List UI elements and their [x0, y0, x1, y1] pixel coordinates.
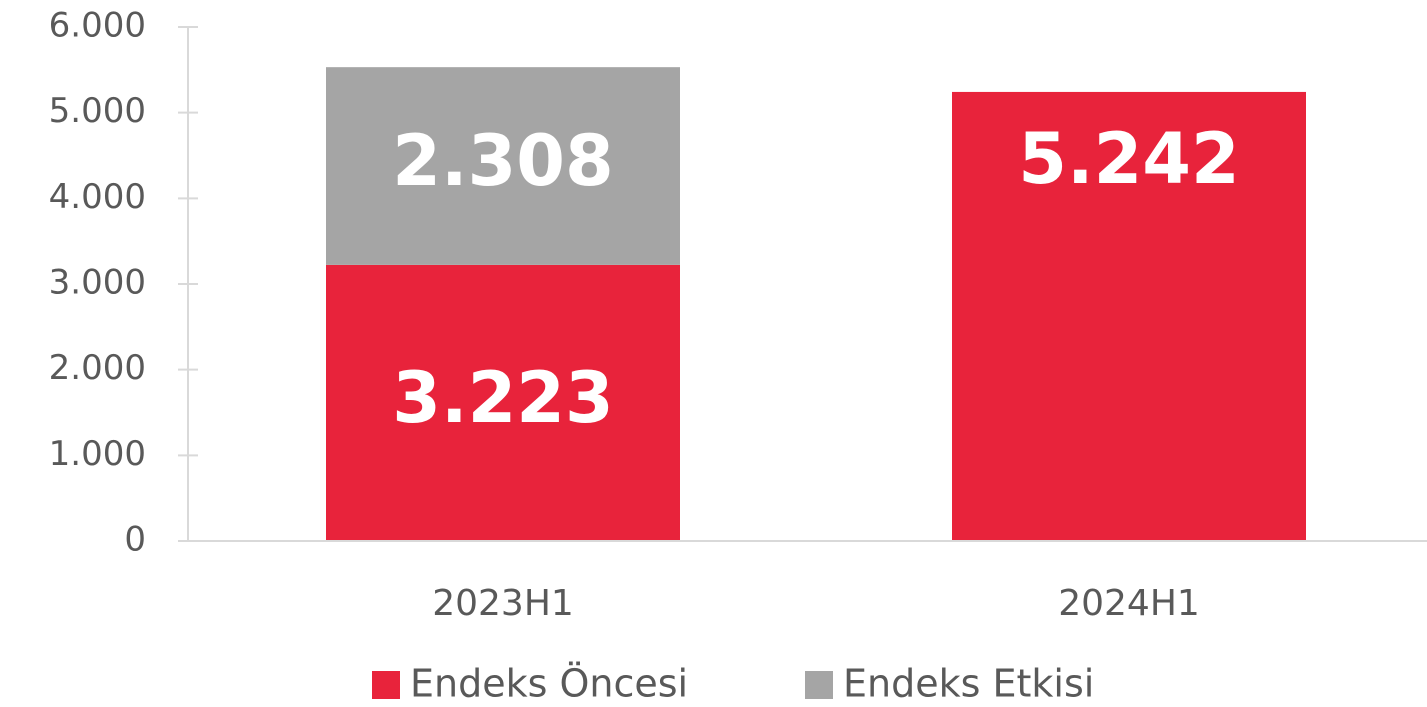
- y-tick-label: 3.000: [49, 263, 146, 303]
- data-label: 5.242: [1018, 118, 1239, 200]
- y-tick-label: 2.000: [49, 348, 146, 388]
- x-tick-label: 2024H1: [1058, 583, 1200, 624]
- legend-label: Endeks Etkisi: [843, 662, 1094, 706]
- y-tick-label: 1.000: [49, 434, 146, 474]
- bar-segment: [952, 91, 1306, 541]
- y-tick-label: 4.000: [49, 177, 146, 217]
- data-label: 2.308: [392, 120, 613, 202]
- y-tick-label: 6.000: [49, 6, 146, 46]
- x-tick-label: 2023H1: [432, 583, 574, 624]
- y-tick-label: 0: [124, 520, 146, 560]
- bar-segment: [326, 67, 680, 265]
- legend-label: Endeks Öncesi: [410, 662, 688, 706]
- bar-segment: [326, 264, 680, 541]
- legend-swatch: [805, 671, 833, 699]
- legend-swatch: [372, 671, 400, 699]
- y-tick-label: 5.000: [49, 91, 146, 131]
- data-label: 3.223: [392, 357, 613, 439]
